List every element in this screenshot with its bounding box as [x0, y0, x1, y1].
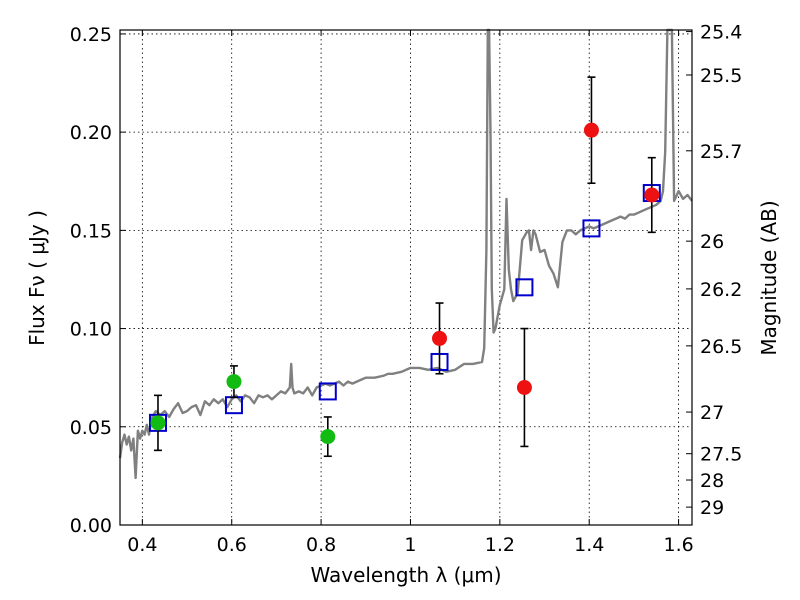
- y-tick-label: 0.25: [70, 24, 112, 46]
- y-tick-label: 0.15: [70, 220, 112, 242]
- x-tick-label: 0.6: [217, 534, 247, 556]
- y2-tick-label: 25.4: [700, 22, 742, 44]
- observed-point: [320, 429, 336, 445]
- observed-point: [150, 415, 166, 431]
- x-tick-label: 1: [404, 534, 416, 556]
- plot-frame: [119, 29, 693, 526]
- observed-point: [432, 330, 448, 346]
- y2-tick-label: 26: [700, 231, 724, 253]
- y-axis-title: Flux Fν ( μJy ): [25, 210, 49, 346]
- y2-tick-label: 25.5: [700, 65, 742, 87]
- y2-tick-label: 25.7: [700, 141, 742, 163]
- y2-tick-label: 26.2: [700, 279, 742, 301]
- y2-tick-label: 26.5: [700, 336, 742, 358]
- x-tick-label: 0.8: [306, 534, 336, 556]
- x-tick-label: 1.2: [485, 534, 515, 556]
- grid-lines: [120, 30, 692, 525]
- x-tick-label: 1.4: [574, 534, 604, 556]
- observed-point: [583, 122, 599, 138]
- y2-tick-label: 29: [700, 497, 724, 519]
- model-spectrum-line: [118, 28, 693, 480]
- model-square-marker: [318, 382, 337, 401]
- axis-ticks: 0.4 0.6 0.8 1 1.2 1.4 1.6 0.00 0.05 0.10 0.15 0.20 0…: [70, 22, 743, 556]
- y2-axis-title: Magnitude (AB): [757, 200, 781, 355]
- observed-point: [516, 380, 532, 395]
- data-points: [148, 76, 661, 458]
- x-tick-label: 1.6: [663, 534, 693, 556]
- observed-point: [226, 374, 242, 390]
- model-square-marker: [582, 219, 601, 238]
- y2-tick-label: 28: [700, 470, 724, 492]
- y-tick-label: 0.20: [70, 122, 112, 144]
- y-tick-label: 0.05: [70, 417, 112, 439]
- x-axis-title: Wavelength λ (μm): [310, 563, 501, 587]
- model-square-marker: [515, 278, 534, 297]
- y-tick-label: 0.00: [70, 515, 112, 537]
- x-tick-label: 0.4: [127, 534, 157, 556]
- model-spectrum: [118, 28, 693, 480]
- y2-tick-label: 27.5: [700, 444, 742, 466]
- observed-point: [644, 187, 660, 203]
- y2-tick-label: 27: [700, 402, 724, 424]
- y-tick-label: 0.10: [70, 319, 112, 341]
